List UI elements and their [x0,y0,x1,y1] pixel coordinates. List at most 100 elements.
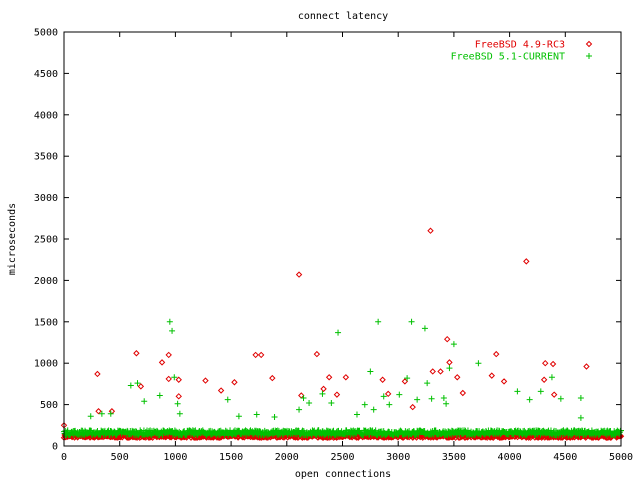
data-point [165,375,172,383]
data-point [252,351,259,359]
data-point [440,394,447,401]
data-point [557,395,564,402]
x-tick-label: 2000 [275,452,299,463]
data-point [361,401,368,408]
data-point [437,368,444,375]
data-point [408,318,415,325]
x-tick-label: 4000 [498,452,522,463]
data-point [87,413,94,420]
x-tick-label: 3500 [442,452,466,463]
data-point [421,325,428,332]
data-point [320,385,327,393]
data-point [409,403,416,411]
data-point [175,393,182,400]
y-tick-label: 0 [52,442,58,453]
x-tick-label: 1500 [219,452,243,463]
data-point [514,388,521,395]
data-point [540,376,548,383]
x-tick-label: 500 [111,452,129,463]
data-point [443,400,450,407]
data-point [446,365,453,372]
data-point [325,374,333,381]
data-point [224,396,231,403]
data-point [158,359,166,366]
data-point [202,377,209,384]
data-point [404,375,411,382]
y-tick-label: 1500 [34,317,58,328]
series-1 [87,318,584,421]
data-point [446,359,453,366]
data-point [165,351,172,359]
data-point [475,360,482,367]
series-band-1 [61,427,624,439]
y-tick-label: 4500 [34,69,58,80]
data-point [427,227,434,234]
data-point [549,360,557,368]
legend-marker [585,40,593,48]
band-point [64,427,71,434]
data-point [380,393,387,400]
data-point [176,410,183,417]
data-point [333,391,341,398]
data-point [488,372,495,379]
data-point [454,374,461,381]
y-tick-label: 4000 [34,110,58,121]
y-tick-label: 3000 [34,193,58,204]
data-point [107,410,114,417]
data-point [313,350,321,358]
data-point [94,370,101,378]
data-point [444,335,451,343]
data-point [217,387,225,394]
data-point [253,411,260,418]
data-point [424,380,431,387]
y-tick-label: 1000 [34,359,58,370]
y-tick-label: 3500 [34,152,58,163]
data-point [367,368,374,375]
data-point [300,394,307,401]
y-tick-label: 2000 [34,276,58,287]
x-tick-label: 0 [61,452,67,463]
data-point [548,374,555,381]
data-point [98,410,105,417]
data-point [175,376,182,383]
data-point [328,399,335,406]
data-point [459,389,467,397]
data-point [166,318,173,325]
data-point [493,350,500,358]
data-point [583,363,590,370]
band-point [415,431,422,438]
data-point [257,351,265,359]
data-point [271,414,278,421]
x-tick-label: 3000 [386,452,410,463]
data-point [137,383,145,390]
data-point [319,390,326,397]
legend-label: FreeBSD 4.9-RC3 [475,40,565,51]
data-point [296,406,303,413]
data-point [577,394,584,401]
data-point [450,341,457,348]
data-point [577,414,584,421]
data-point [526,396,533,403]
data-point [335,329,342,336]
data-point [231,379,238,386]
data-point [550,391,558,398]
data-point [537,388,544,395]
data-point [171,374,178,381]
data-point [134,380,141,387]
data-point [386,401,393,408]
chart-title: connect latency [298,11,388,22]
axis-ticks: 0 500 1000 1500 2000 2500 3000 3500 4000 4500 5000… [34,28,633,464]
plot-marks [60,227,625,441]
data-point [174,400,181,407]
data-point [523,258,530,265]
x-axis-label: open connections [295,469,391,480]
data-point [401,378,409,385]
data-point [428,395,435,402]
data-point [306,399,313,406]
data-point [500,378,508,385]
band-point [612,432,619,439]
data-point [269,374,276,382]
x-tick-label: 1000 [163,452,187,463]
series-0 [60,227,590,429]
